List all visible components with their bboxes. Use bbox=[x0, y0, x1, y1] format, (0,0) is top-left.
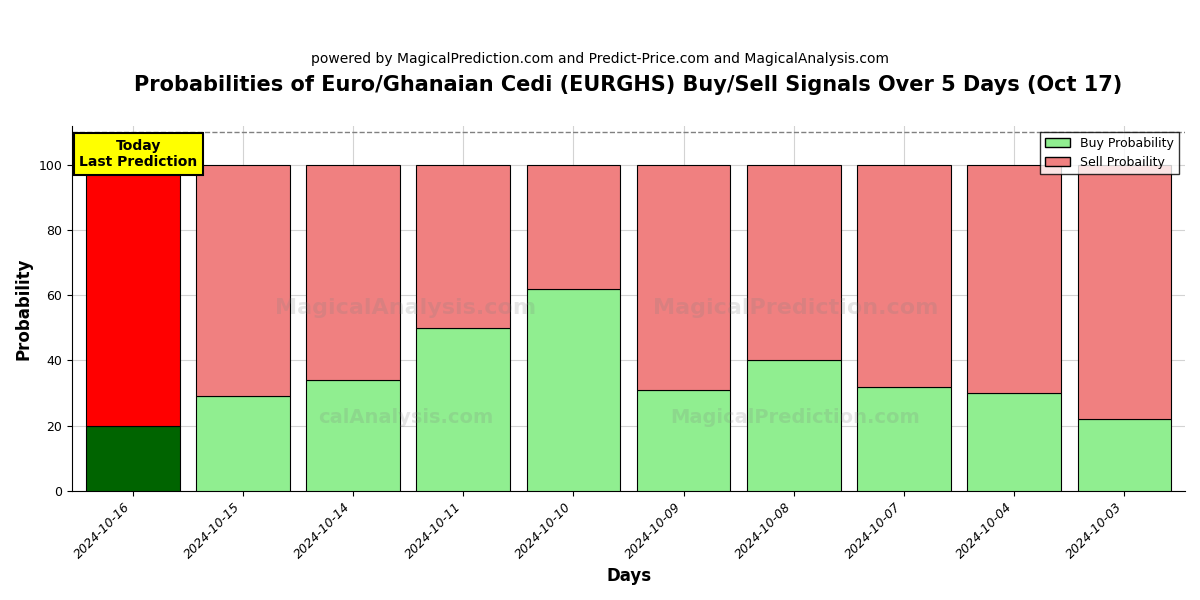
Bar bbox=[857, 165, 950, 386]
Text: Today
Last Prediction: Today Last Prediction bbox=[79, 139, 197, 169]
Legend: Buy Probability, Sell Probaility: Buy Probability, Sell Probaility bbox=[1040, 132, 1178, 174]
Bar bbox=[196, 397, 289, 491]
Bar bbox=[306, 380, 400, 491]
Bar bbox=[416, 328, 510, 491]
Bar bbox=[857, 386, 950, 491]
Bar bbox=[527, 289, 620, 491]
Bar bbox=[967, 393, 1061, 491]
Bar bbox=[1078, 419, 1171, 491]
Text: MagicalPrediction.com: MagicalPrediction.com bbox=[671, 409, 920, 427]
Text: calAnalysis.com: calAnalysis.com bbox=[318, 409, 493, 427]
Y-axis label: Probability: Probability bbox=[16, 257, 34, 359]
Bar bbox=[416, 165, 510, 328]
Text: powered by MagicalPrediction.com and Predict-Price.com and MagicalAnalysis.com: powered by MagicalPrediction.com and Pre… bbox=[311, 52, 889, 66]
Bar bbox=[86, 425, 180, 491]
Bar bbox=[748, 165, 841, 361]
Bar bbox=[1078, 165, 1171, 419]
Bar bbox=[86, 165, 180, 425]
Text: MagicalPrediction.com: MagicalPrediction.com bbox=[653, 298, 938, 319]
Bar bbox=[967, 165, 1061, 393]
Bar bbox=[306, 165, 400, 380]
X-axis label: Days: Days bbox=[606, 567, 652, 585]
Bar bbox=[637, 165, 731, 390]
Bar bbox=[527, 165, 620, 289]
Title: Probabilities of Euro/Ghanaian Cedi (EURGHS) Buy/Sell Signals Over 5 Days (Oct 1: Probabilities of Euro/Ghanaian Cedi (EUR… bbox=[134, 75, 1123, 95]
Text: MagicalAnalysis.com: MagicalAnalysis.com bbox=[276, 298, 536, 319]
Bar bbox=[196, 165, 289, 397]
Bar bbox=[748, 361, 841, 491]
Bar bbox=[637, 390, 731, 491]
